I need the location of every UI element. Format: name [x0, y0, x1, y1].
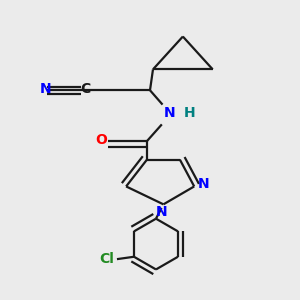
Text: H: H	[184, 106, 195, 120]
Text: Cl: Cl	[99, 252, 114, 266]
Text: C: C	[81, 82, 91, 96]
Text: O: O	[96, 133, 108, 146]
Text: N: N	[156, 205, 168, 219]
Text: N: N	[40, 82, 51, 96]
Text: N: N	[164, 106, 175, 120]
Text: N: N	[197, 177, 209, 191]
